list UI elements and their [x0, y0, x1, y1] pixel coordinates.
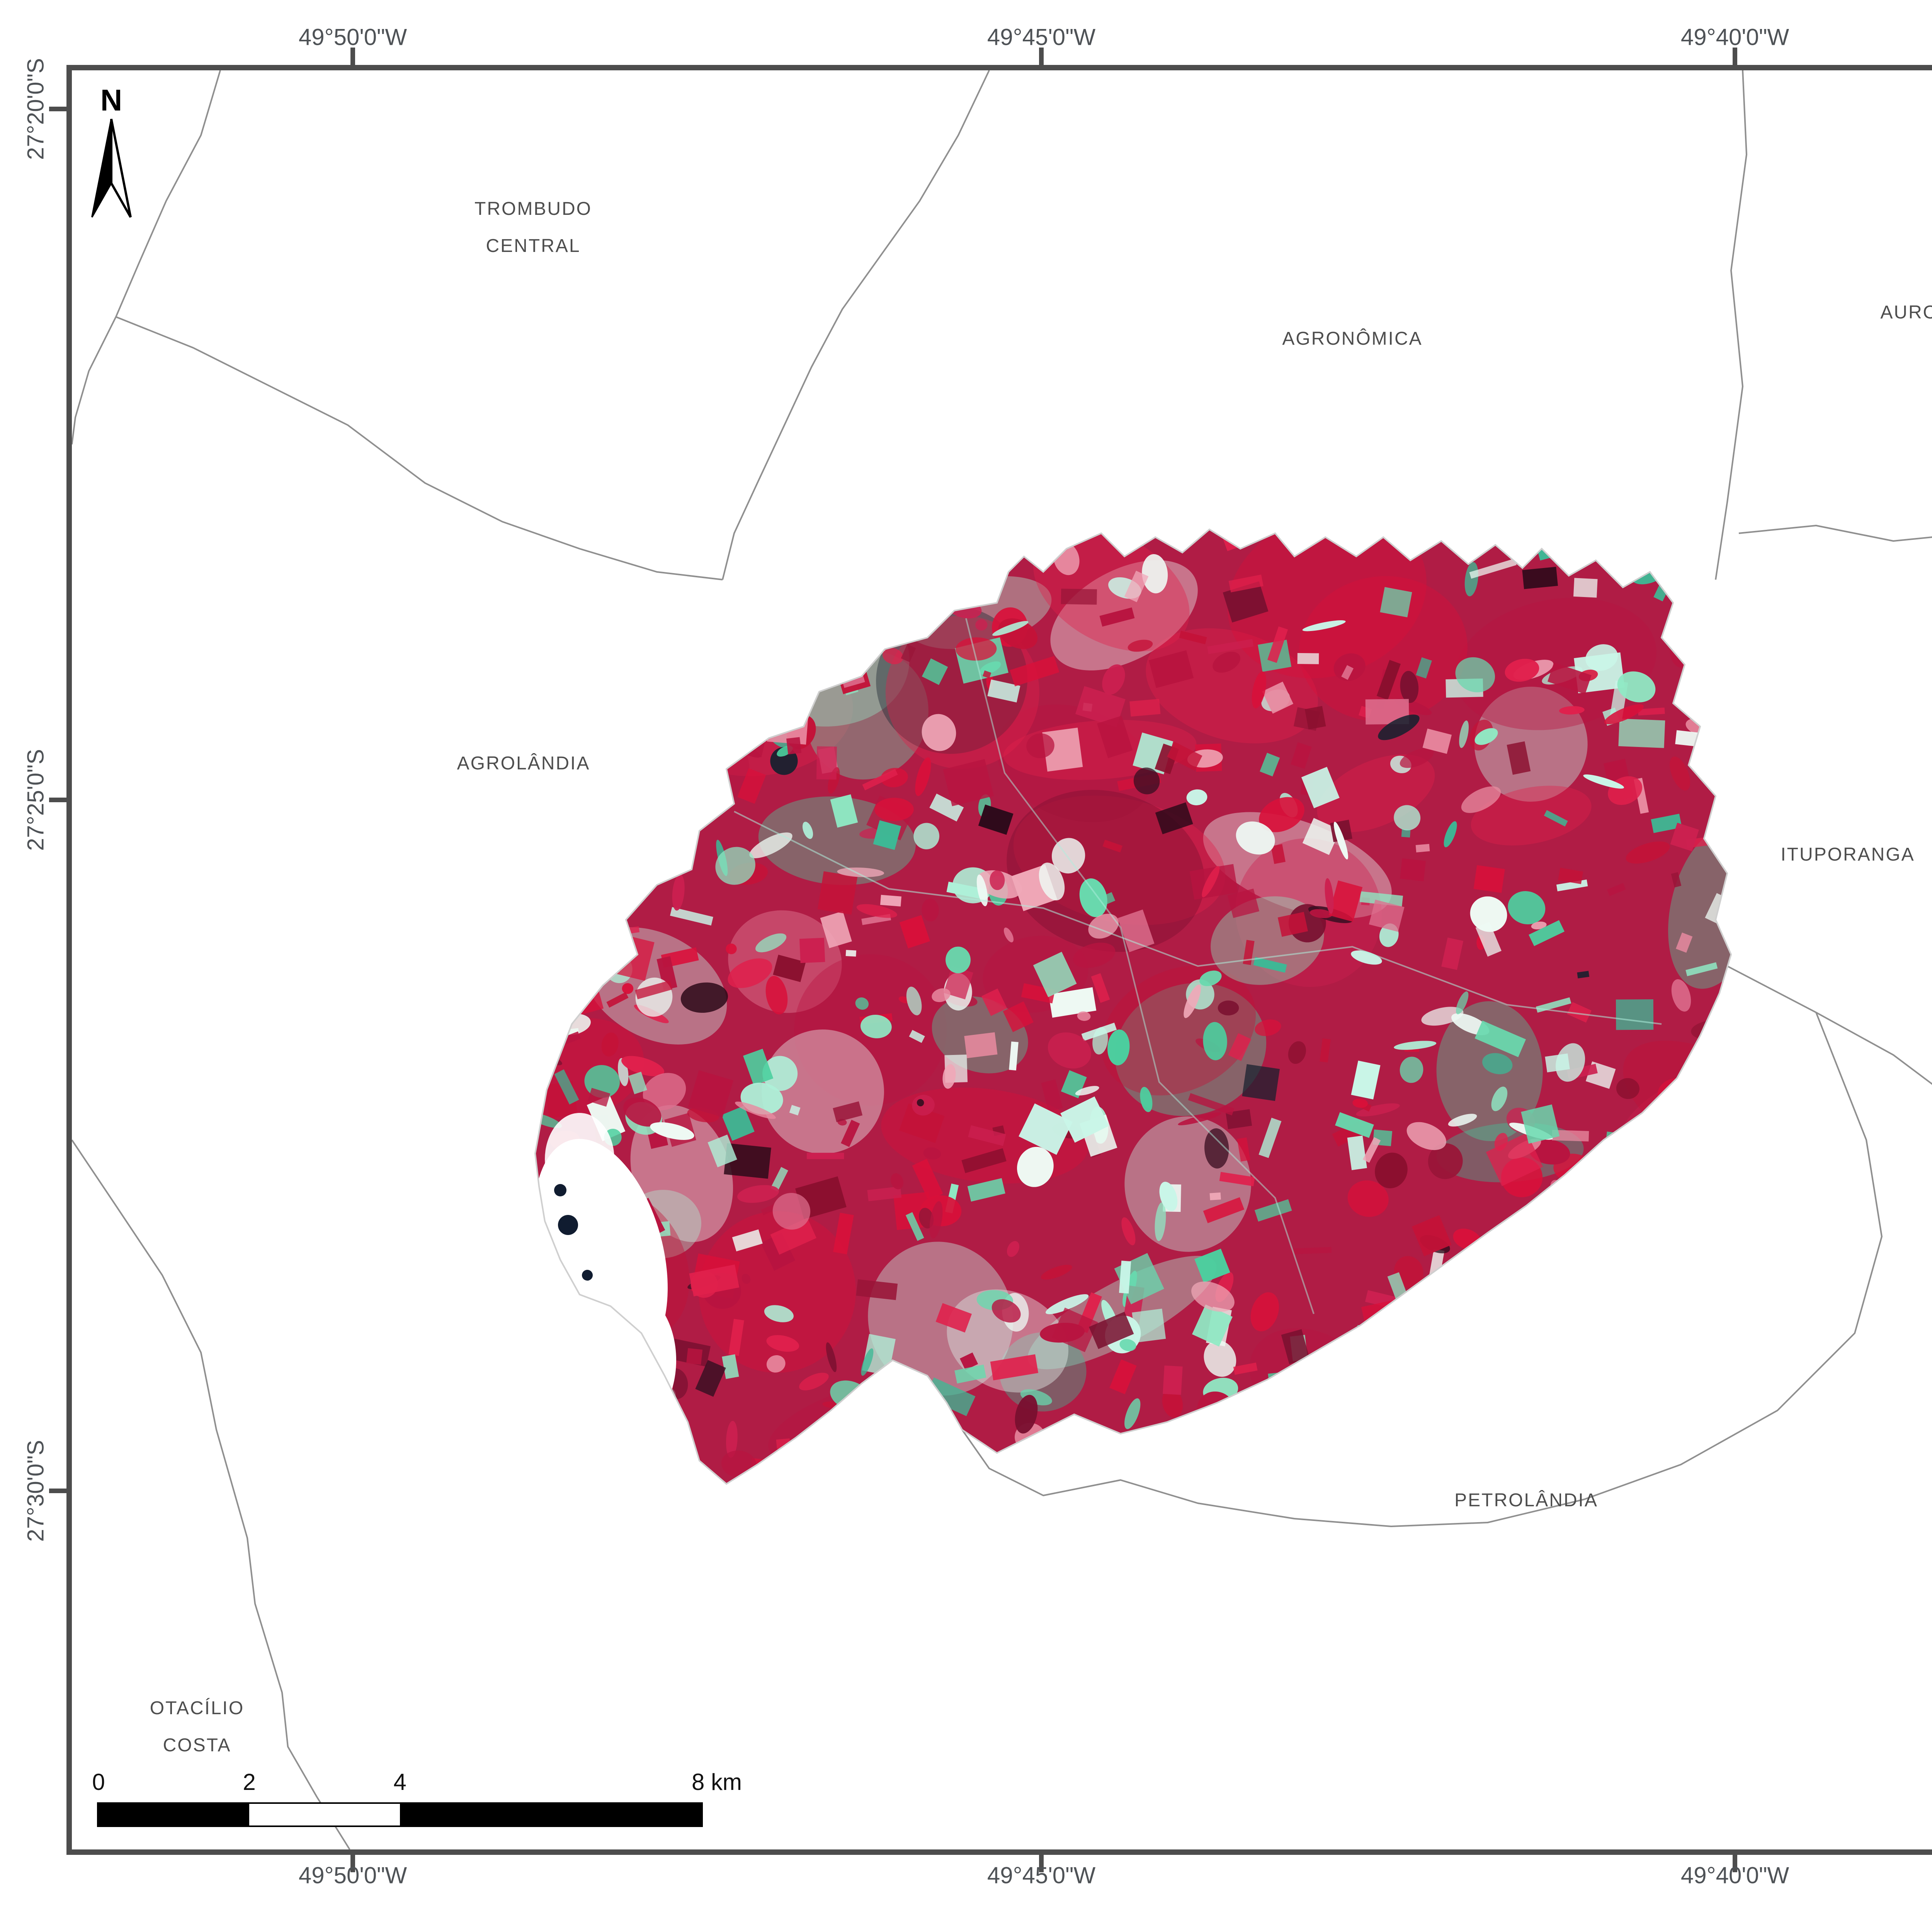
north-arrow-left-wing	[91, 119, 112, 218]
scale-bar-label: 2	[243, 1769, 255, 1795]
graticule-tick	[350, 1855, 355, 1872]
cloud-shadow	[582, 1270, 593, 1281]
graticule-label: 49°50'0"W	[298, 24, 407, 50]
graticule-label: 49°40'0"W	[1680, 1862, 1789, 1888]
north-letter: N	[100, 83, 122, 117]
graticule-label: 49°45'0"W	[987, 1862, 1096, 1888]
graticule-label: 27°30'0"S	[22, 1440, 49, 1542]
map-svg[interactable]: TROMBUDO CENTRAL AGRONÔMICA AURORA AGROLÂNDI…	[72, 70, 1932, 1849]
cloud-shadow	[558, 1215, 578, 1235]
graticule-tick	[49, 1489, 66, 1493]
boundary-line	[72, 1139, 350, 1849]
graticule-label: 49°40'0"W	[1680, 24, 1789, 50]
boundary-line	[1715, 70, 1747, 580]
north-arrow-right-wing	[110, 119, 132, 218]
scale-bar-label: 4	[393, 1769, 406, 1795]
north-arrow: N	[91, 83, 132, 218]
scale-bar: 0 2 4 8 km	[92, 1769, 742, 1827]
scale-bar-label: 8 km	[692, 1769, 742, 1795]
region-label: ITUPORANGA	[1781, 844, 1915, 865]
graticule-label: 49°50'0"W	[298, 1862, 407, 1888]
municipal-boundary-lines	[72, 70, 1932, 1849]
boundary-line	[72, 70, 221, 445]
boundary-line	[1738, 525, 1932, 542]
graticule-tick	[1733, 1855, 1737, 1872]
region-labels: TROMBUDO CENTRAL AGRONÔMICA AURORA AGROLÂNDI…	[150, 199, 1932, 1756]
region-label: AGRONÔMICA	[1282, 328, 1422, 349]
region-label: AGROLÂNDIA	[457, 753, 590, 774]
rapideye-mosaic	[534, 528, 1732, 1485]
region-label: AURORA	[1880, 302, 1932, 323]
cloud-shadow	[554, 1184, 566, 1196]
boundary-line	[961, 1012, 1883, 1527]
municipal-limit-outline	[534, 528, 1732, 1485]
graticule-tick	[1039, 1855, 1044, 1872]
graticule-tick	[49, 798, 66, 802]
region-label: TROMBUDO	[474, 199, 592, 219]
boundary-line	[722, 70, 990, 580]
region-label: PETROLÂNDIA	[1454, 1490, 1598, 1511]
graticule-label: 49°45'0"W	[987, 24, 1096, 50]
region-label: CENTRAL	[486, 236, 580, 256]
region-label: OTACÍLIO	[150, 1698, 244, 1718]
cloud-shadow	[583, 1314, 607, 1337]
graticule-tick	[1733, 48, 1737, 65]
graticule-tick	[49, 107, 66, 111]
graticule-label: 27°20'0"S	[22, 58, 49, 160]
graticule-label: 27°25'0"S	[22, 749, 49, 851]
boundary-line	[116, 316, 723, 580]
scale-bar-label: 0	[92, 1769, 105, 1795]
graticule-tick	[1039, 48, 1044, 65]
boundary-line	[1727, 965, 1932, 1085]
region-label: COSTA	[163, 1735, 231, 1756]
cloud-shadow	[614, 1406, 631, 1423]
map-canvas[interactable]: TROMBUDO CENTRAL AGRONÔMICA AURORA AGROLÂNDI…	[66, 65, 1932, 1855]
graticule-tick	[350, 48, 355, 65]
